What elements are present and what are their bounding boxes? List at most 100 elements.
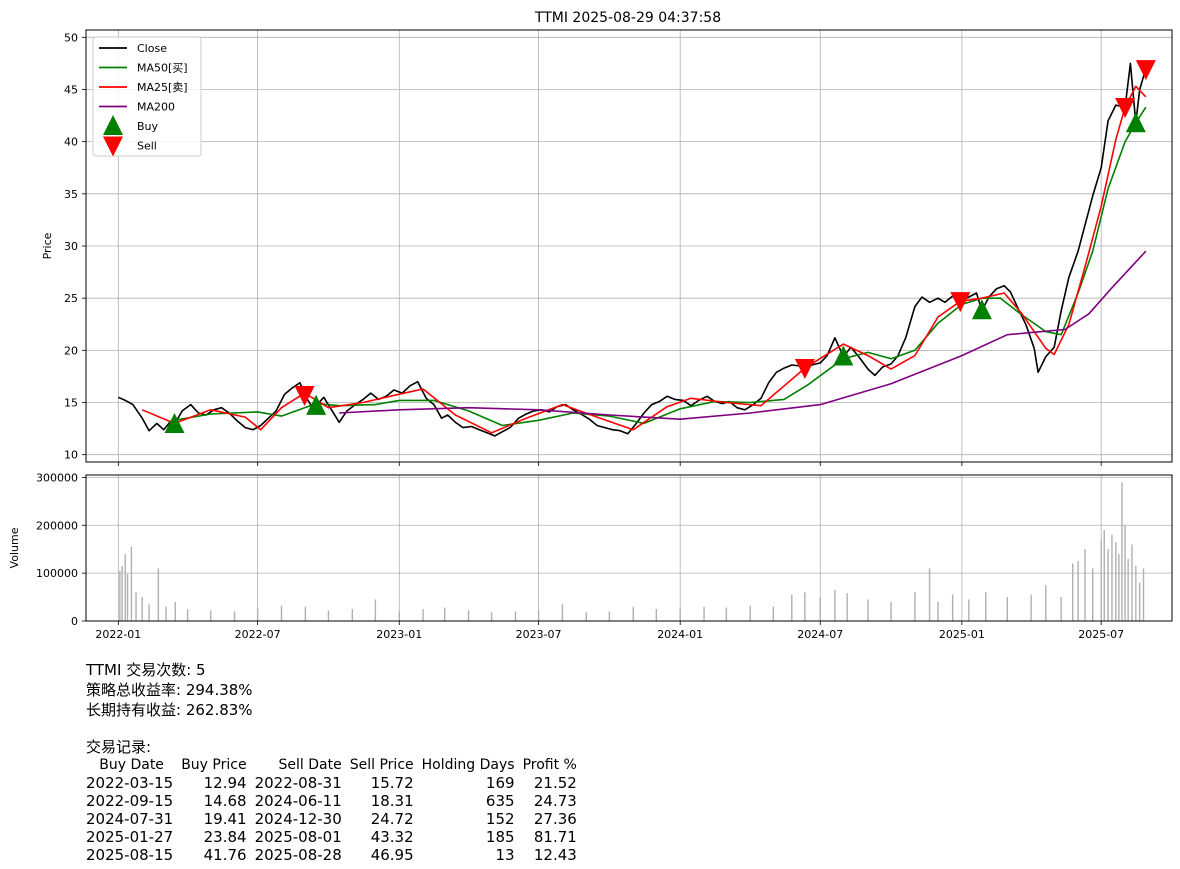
volume-bar (1142, 568, 1145, 621)
ma50-line (174, 106, 1147, 427)
volume-y-tick-label: 300000 (36, 471, 78, 484)
price-y-tick-label: 40 (64, 136, 78, 149)
price-y-tick-label: 50 (64, 31, 78, 44)
volume-plot-frame (85, 474, 1173, 622)
volume-bar (1072, 563, 1074, 621)
sell-date: 2025-08-01 (254, 828, 342, 846)
volume-y-tick-label: 0 (71, 615, 78, 628)
x-axis-ticks: 2022-01 2022-07 2023-01 2023-07 2024-01 2024-… (95, 462, 1124, 641)
volume-bar (124, 553, 126, 621)
volume-bar (1124, 525, 1126, 621)
trade-row: 2022-03-15 12.94 2022-08-31 15.72 169 21… (86, 774, 581, 792)
volume-bar (148, 604, 150, 621)
price-y-tick-label: 30 (64, 240, 78, 253)
sell-marker (294, 386, 315, 407)
volume-bar (1030, 594, 1032, 621)
volume-bar (791, 594, 793, 621)
col-buy-date: Buy Date (99, 757, 164, 773)
volume-bar (834, 589, 836, 621)
volume-bar (749, 605, 751, 621)
volume-bar (490, 612, 493, 621)
price-axis-label: Price (41, 232, 54, 259)
volume-bar (1121, 482, 1123, 621)
volume-bars (119, 482, 1145, 621)
legend-ma200-label: MA200 (137, 101, 175, 114)
x-tick-label: 2025-07 (1078, 628, 1124, 641)
volume-bar (398, 611, 400, 621)
buy-date: 2025-01-27 (86, 828, 174, 846)
volume-bar (130, 546, 133, 621)
buy-markers (164, 112, 1146, 434)
sell-marker (794, 358, 815, 379)
volume-bar (157, 568, 160, 621)
buy-date: 2022-09-15 (86, 792, 174, 810)
volume-bar (1115, 542, 1117, 621)
buy-marker (306, 394, 327, 415)
sell-price: 24.72 (370, 810, 414, 828)
profit-pct: 81.71 (533, 828, 577, 846)
legend-sell-label: Sell (137, 140, 157, 153)
col-holding-days: Holding Days (421, 757, 515, 773)
volume-bar (119, 570, 121, 621)
volume-bar (846, 593, 848, 621)
buy-date: 2025-08-15 (86, 846, 174, 864)
buy-marker (164, 413, 185, 434)
volume-bar (1084, 549, 1086, 621)
buy-marker (1125, 112, 1146, 133)
trade-log-caption: 交易记录: (86, 738, 152, 756)
sell-price: 18.31 (370, 792, 414, 810)
volume-bar (121, 565, 123, 621)
price-y-tick-label: 15 (64, 397, 78, 410)
volume-bar (867, 599, 869, 621)
buy-date: 2022-03-15 (86, 774, 174, 792)
trade-row: 2025-08-15 41.76 2025-08-28 46.95 13 12.… (86, 846, 581, 864)
price-plot-frame (85, 29, 1173, 463)
x-tick-label: 2023-07 (516, 628, 562, 641)
volume-bar (819, 597, 821, 621)
volume-bar (914, 592, 916, 621)
volume-bar (135, 592, 137, 621)
buy-price: 19.41 (203, 810, 247, 828)
sell-date: 2022-08-31 (254, 774, 342, 792)
volume-bar (1060, 597, 1062, 621)
x-tick-label: 2025-01 (939, 628, 985, 641)
volume-y-ticks: 0 100000 200000 300000 (36, 471, 86, 628)
price-y-tick-label: 35 (64, 188, 78, 201)
buy-hold-return: 长期持有收益: 262.83% (86, 701, 253, 719)
volume-bar (1131, 544, 1133, 621)
buy-price: 23.84 (203, 828, 247, 846)
col-sell-price: Sell Price (349, 757, 414, 773)
volume-bar (186, 609, 189, 621)
holding-days: 185 (485, 828, 515, 846)
price-y-tick-label: 10 (64, 449, 78, 462)
holding-days: 169 (485, 774, 515, 792)
col-buy-price: Buy Price (181, 757, 247, 773)
holding-days: 13 (495, 846, 515, 864)
legend-close-label: Close (137, 42, 167, 55)
price-panel: 10 15 20 25 30 35 40 45 50 Price Close MA50[买] MA2… (41, 29, 1173, 463)
x-tick-label: 2024-07 (797, 628, 843, 641)
volume-bar (951, 594, 954, 621)
legend-buy-swatch (103, 115, 123, 135)
profit-pct: 24.73 (533, 792, 577, 810)
sell-date: 2024-06-11 (254, 792, 342, 810)
volume-bar (1107, 549, 1109, 621)
volume-bar (608, 611, 611, 621)
volume-bar (804, 592, 806, 621)
trade-count: TTMI 交易次数: 5 (86, 661, 206, 679)
volume-bar (725, 607, 728, 621)
col-sell-date: Sell Date (278, 757, 342, 773)
buy-date: 2024-07-31 (86, 810, 174, 828)
col-profit: Profit % (522, 757, 577, 773)
volume-bar (1135, 565, 1137, 621)
volume-bar (1138, 582, 1141, 621)
sell-date: 2024-12-30 (254, 810, 342, 828)
sell-price: 15.72 (370, 774, 414, 792)
x-tick-label: 2022-07 (235, 628, 281, 641)
volume-bar (233, 611, 236, 621)
volume-bar (1006, 597, 1008, 621)
legend-sell-swatch (103, 136, 123, 157)
trade-row: 2024-07-31 19.41 2024-12-30 24.72 152 27… (86, 810, 581, 828)
volume-bar (937, 601, 939, 621)
volume-bar (537, 610, 540, 621)
